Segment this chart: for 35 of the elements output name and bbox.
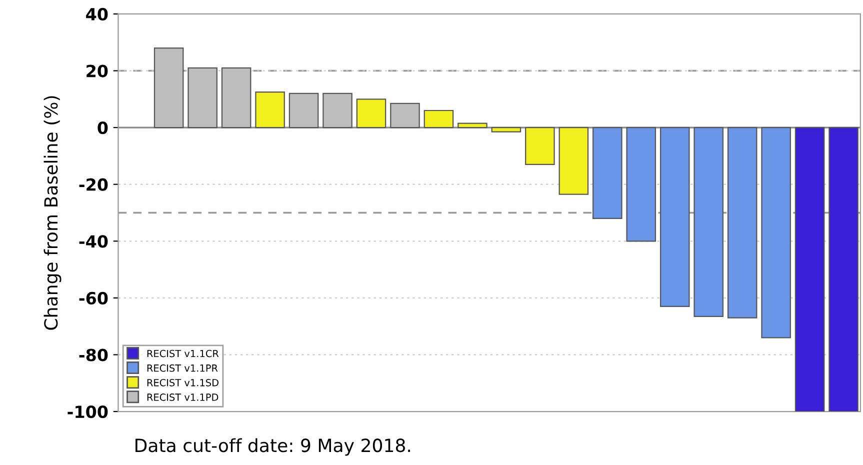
bar [761, 126, 791, 338]
bar [828, 126, 858, 412]
bar [727, 126, 758, 318]
bar [154, 47, 184, 128]
bar [390, 102, 420, 128]
y-axis-title: Change from Baseline (%) [44, 96, 62, 330]
bar [525, 126, 555, 166]
bar [221, 67, 252, 128]
bar [660, 126, 690, 308]
bar [592, 126, 622, 219]
legend-label: RECIST v1.1SD [147, 378, 218, 386]
y-tick-label: 20 [86, 64, 108, 78]
legend-label: RECIST v1.1CR [147, 350, 219, 358]
bar [694, 126, 724, 317]
text: Data cut-off date: 9 May 2018. [136, 438, 410, 456]
bar [794, 126, 825, 412]
bar [424, 110, 454, 128]
bar [356, 98, 386, 128]
legend-label: RECIST v1.1PD [147, 394, 218, 401]
y-tick-label: -100 [68, 405, 108, 418]
legend-label: RECIST v1.1PR [147, 364, 218, 372]
y-tick-label: -80 [79, 348, 108, 362]
bar [322, 92, 352, 128]
bar [558, 126, 589, 195]
bar [188, 67, 218, 128]
y-tick-label: -60 [79, 292, 108, 304]
bar [255, 91, 285, 128]
bar [288, 92, 319, 128]
bar [626, 126, 656, 242]
y-tick-label: -40 [79, 235, 108, 248]
bar [458, 122, 488, 128]
bar [491, 126, 522, 132]
y-tick-label: 0 [98, 122, 108, 134]
y-tick-label: 40 [86, 8, 108, 21]
y-tick-label: -20 [79, 178, 108, 191]
